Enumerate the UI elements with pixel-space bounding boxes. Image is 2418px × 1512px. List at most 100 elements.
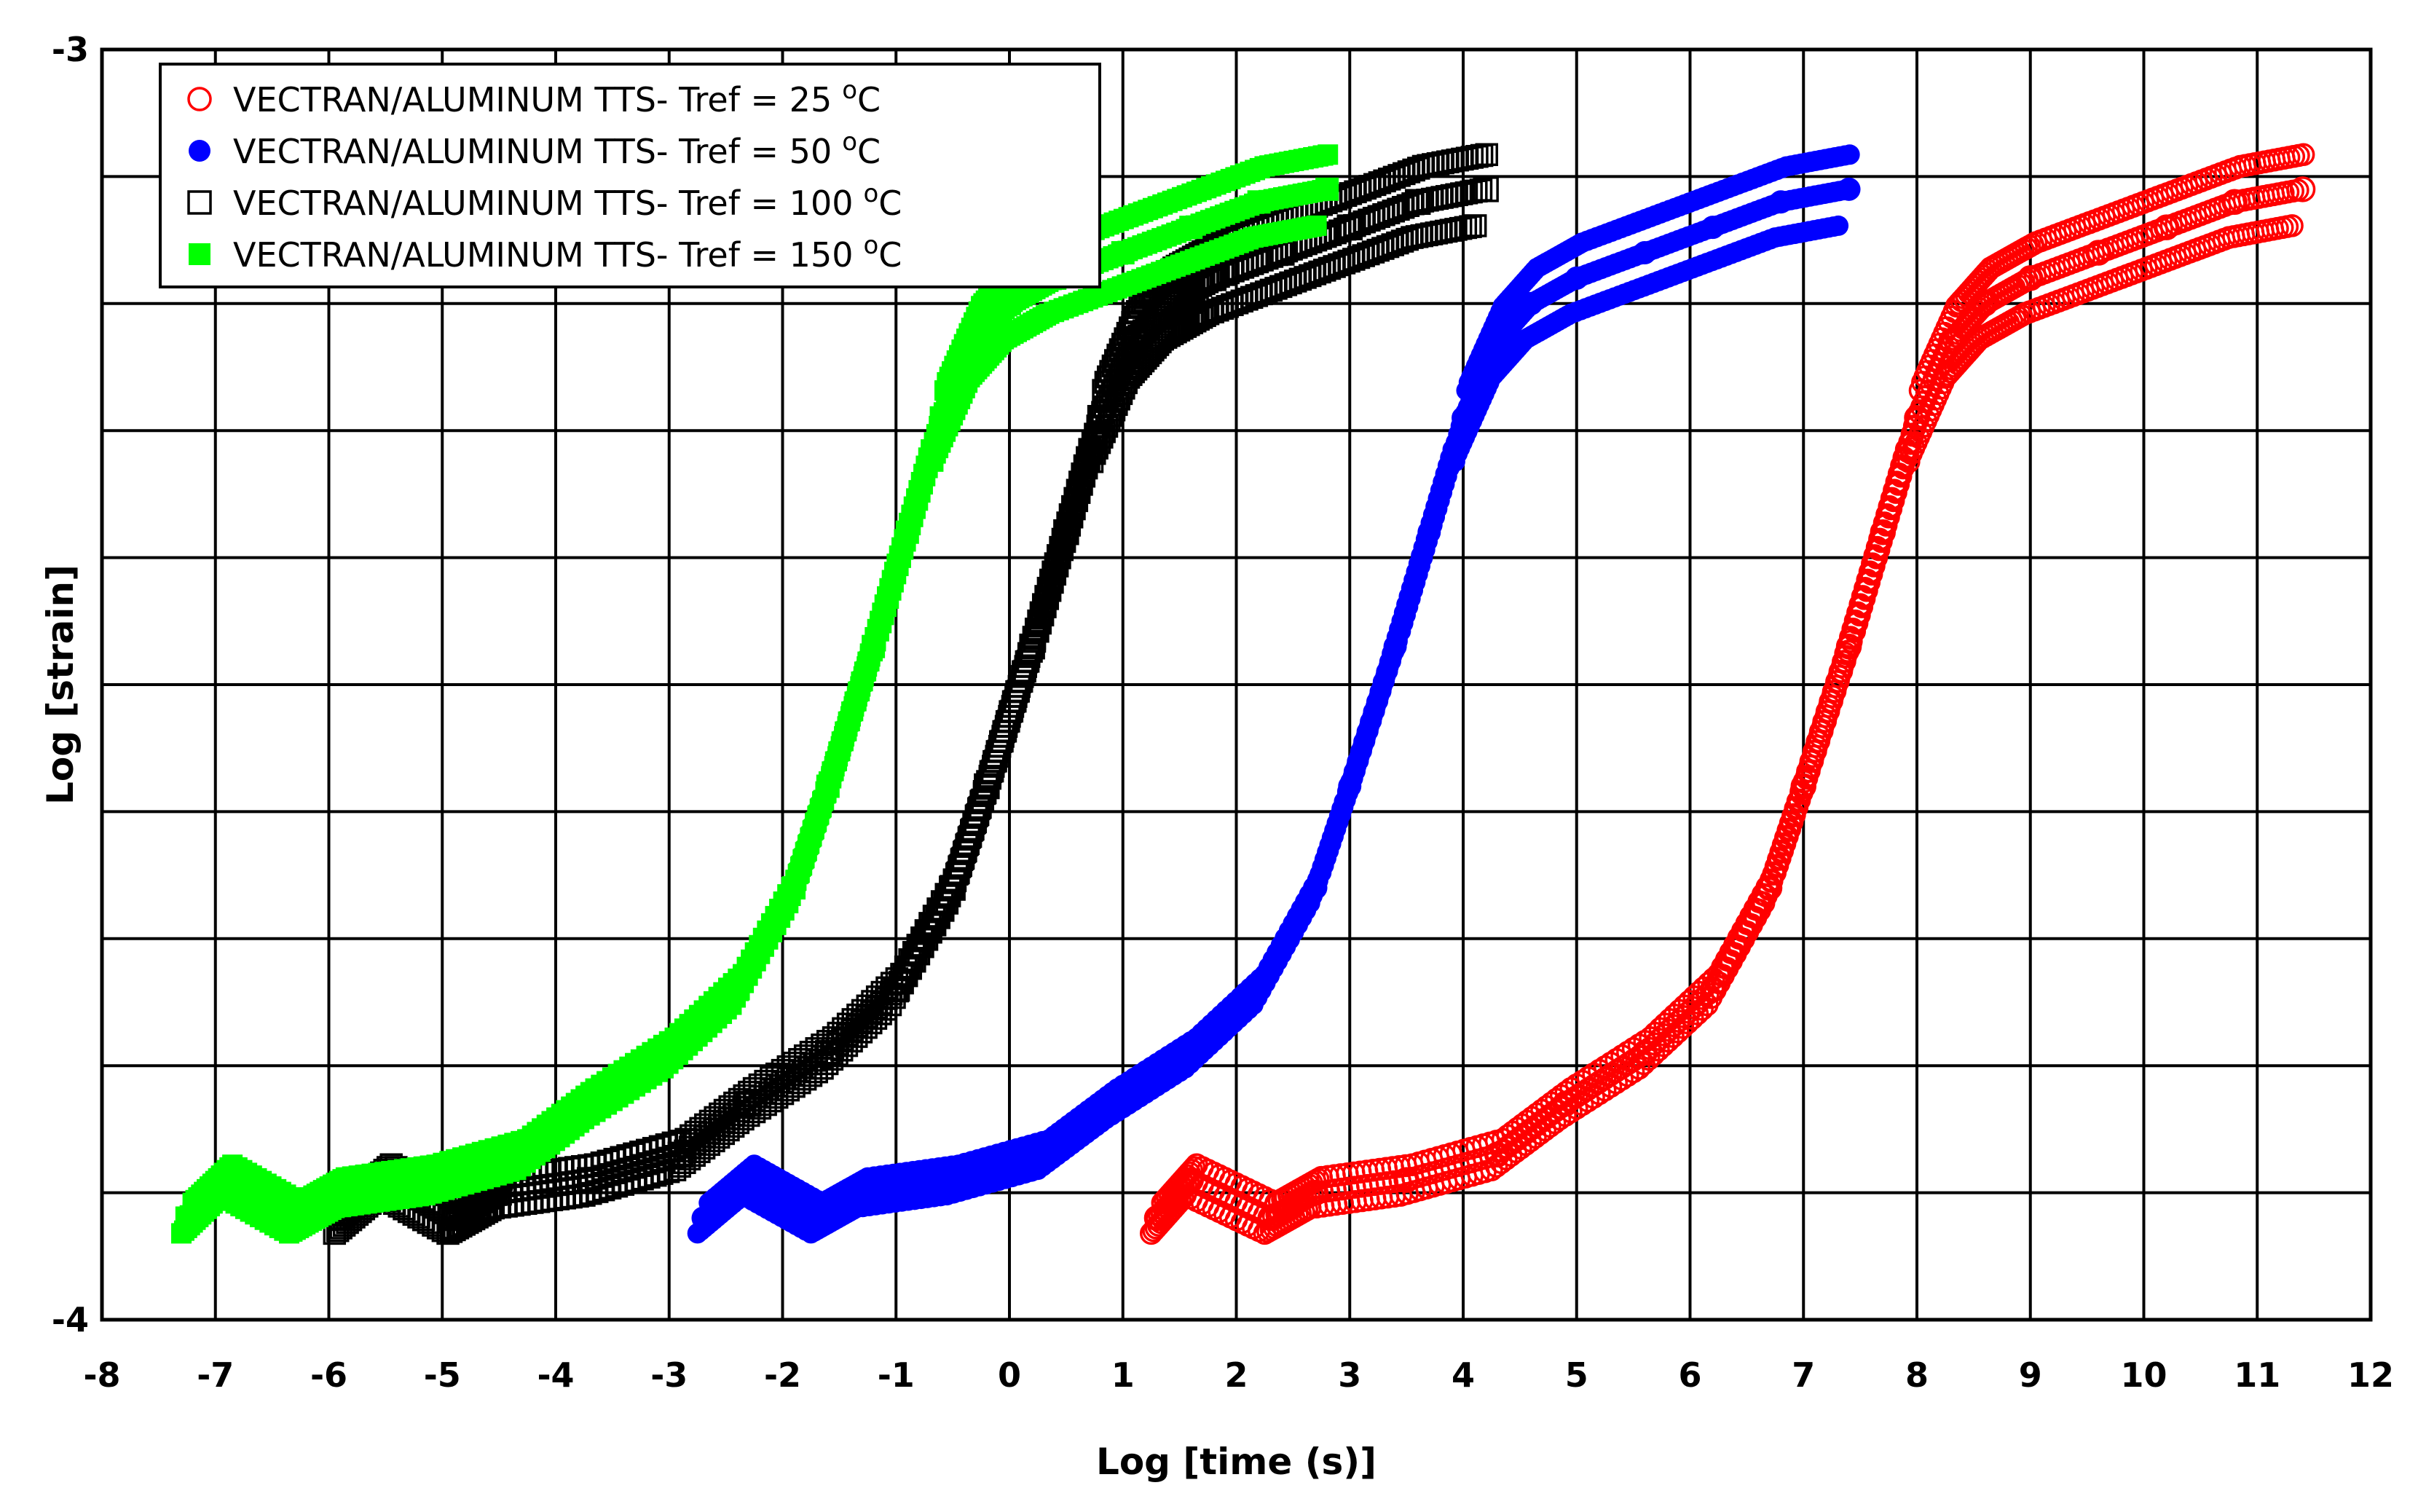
legend-series-name: VECTRAN/ALUMINUM TTS- Tref = 50	[233, 132, 832, 171]
x-tick-label: -1	[878, 1355, 915, 1395]
data-point	[1393, 1167, 1419, 1193]
series-marker	[1819, 690, 1842, 714]
data-point	[805, 1206, 829, 1230]
x-tick-label: 0	[998, 1355, 1021, 1395]
series-marker	[1180, 1158, 1204, 1182]
data-point	[1304, 876, 1328, 900]
legend-unit: C	[857, 132, 881, 171]
data-point	[998, 291, 1021, 315]
x-tick-label: 7	[1792, 1355, 1815, 1395]
legend-unit: C	[878, 184, 902, 223]
series-marker	[1616, 1063, 1639, 1087]
data-point	[1904, 405, 1930, 431]
data-point	[1870, 519, 1897, 546]
data-point	[1338, 774, 1362, 798]
series-marker	[1802, 740, 1826, 763]
data-point	[1937, 328, 1964, 355]
data-point	[816, 774, 840, 798]
data-point	[1564, 266, 1588, 290]
data-point	[1257, 1205, 1283, 1232]
series-marker	[1588, 1082, 1611, 1106]
series-marker	[1570, 1092, 1594, 1117]
data-point	[1484, 1141, 1511, 1168]
data-point	[850, 1181, 874, 1205]
x-tick-label: 5	[1565, 1355, 1588, 1395]
x-tick-label: 12	[2347, 1355, 2394, 1395]
data-point	[895, 520, 919, 544]
data-point	[862, 634, 886, 658]
series-marker	[1593, 1078, 1617, 1102]
data-point	[175, 1206, 199, 1230]
data-point	[1485, 330, 1509, 354]
legend-marker	[189, 140, 210, 162]
x-tick-label: 3	[1338, 1355, 1361, 1395]
x-tick-label: -3	[650, 1355, 688, 1395]
data-point	[283, 1206, 307, 1230]
data-point	[2153, 214, 2180, 240]
x-tick-label: -7	[197, 1355, 234, 1395]
data-point	[2085, 240, 2111, 266]
x-axis-title: Log [time (s)]	[1096, 1441, 1377, 1483]
y-axis-title: Log [strain]	[39, 564, 82, 805]
series-marker	[1318, 144, 1339, 165]
data-point	[578, 1092, 602, 1116]
series-marker	[1796, 760, 1819, 784]
x-tick-label: -4	[537, 1355, 574, 1395]
data-point	[964, 330, 988, 354]
data-point	[782, 876, 806, 900]
x-tick-label: -5	[424, 1355, 461, 1395]
series-marker	[1812, 710, 1835, 733]
series-marker	[1839, 144, 1860, 165]
data-point	[1031, 1143, 1055, 1167]
data-point	[215, 1168, 239, 1192]
series-marker	[1805, 730, 1829, 753]
data-point	[1519, 291, 1543, 315]
legend-marker	[189, 243, 210, 265]
series-marker	[1789, 779, 1813, 803]
legend-degree-sign: o	[842, 127, 857, 157]
data-point	[929, 406, 953, 430]
legend-unit: C	[857, 80, 881, 119]
series-marker	[1559, 1100, 1583, 1124]
data-point	[1835, 633, 1862, 660]
data-point	[1756, 875, 1783, 901]
legend-entry-label: VECTRAN/ALUMINUM TTS- Tref = 25 oC	[233, 76, 881, 119]
legend-entry-label: VECTRAN/ALUMINUM TTS- Tref = 150 oC	[233, 231, 902, 275]
x-tick-label: 1	[1111, 1355, 1135, 1395]
series-marker	[2280, 214, 2304, 237]
series-marker	[1828, 215, 1849, 236]
data-point	[510, 1143, 534, 1167]
data-point	[1631, 1040, 1658, 1066]
data-point	[1179, 1041, 1203, 1065]
series-0	[1139, 143, 2316, 1245]
legend-series-name: VECTRAN/ALUMINUM TTS- Tref = 25	[233, 80, 832, 119]
series-marker	[1306, 215, 1327, 236]
data-point	[1552, 1090, 1578, 1117]
series-marker	[1822, 680, 1846, 704]
data-point	[1699, 976, 1726, 1003]
series-marker	[1553, 1103, 1577, 1127]
data-point	[725, 977, 749, 1001]
legend-degree-sign: o	[863, 179, 878, 208]
data-point	[1111, 241, 1135, 265]
data-point	[328, 1181, 353, 1205]
data-point	[1972, 291, 1998, 317]
data-point	[691, 1206, 715, 1230]
legend-entry-label: VECTRAN/ALUMINUM TTS- Tref = 100 oC	[233, 179, 902, 223]
series-marker	[1815, 700, 1839, 723]
x-tick-label: 6	[1678, 1355, 1701, 1395]
data-point	[1701, 216, 1725, 240]
x-tick-label: 9	[2019, 1355, 2042, 1395]
data-point	[1315, 177, 1339, 201]
series-marker	[2291, 143, 2315, 167]
x-tick-label: -6	[310, 1355, 347, 1395]
series-band	[687, 144, 1860, 1244]
data-point	[1143, 1205, 1170, 1232]
data-point	[1178, 1167, 1204, 1193]
data-point	[1769, 190, 1793, 214]
data-point	[1100, 1092, 1124, 1116]
data-point	[657, 1041, 681, 1065]
data-point	[1417, 520, 1441, 544]
series-marker	[1610, 1067, 1634, 1091]
